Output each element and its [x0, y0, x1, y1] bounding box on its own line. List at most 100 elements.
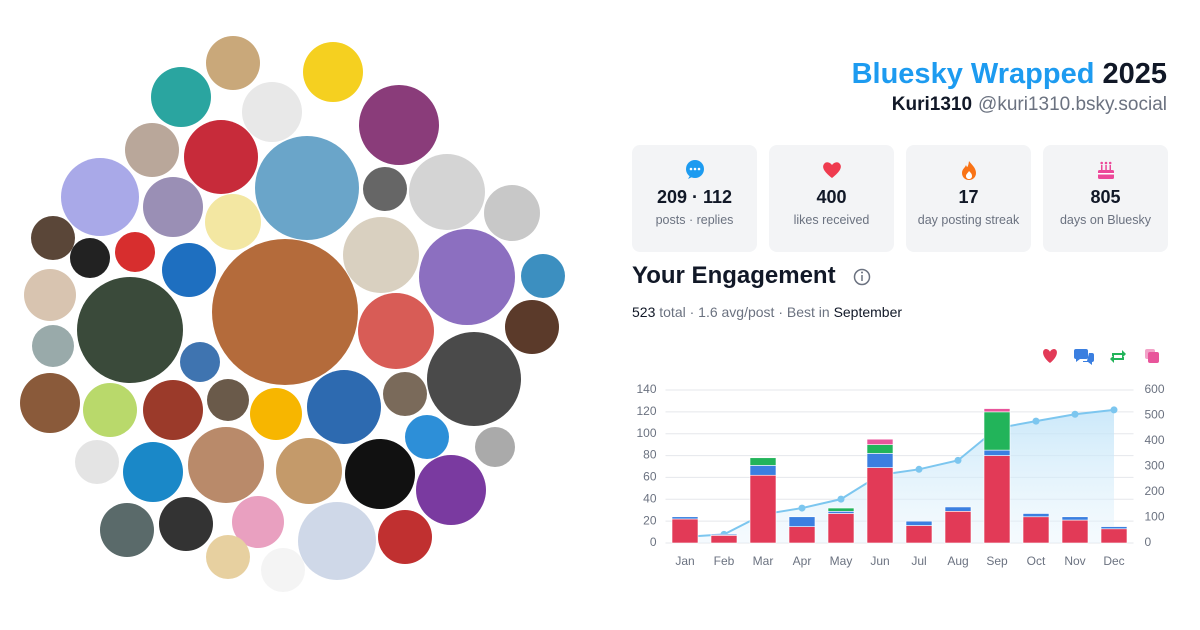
- y2-tick-label: 500: [1145, 408, 1165, 422]
- best-month: September: [833, 304, 903, 320]
- stat-card: 400 likes received: [769, 145, 894, 252]
- stat-label: days on Bluesky: [1059, 213, 1152, 227]
- avatar[interactable]: [255, 136, 359, 240]
- avatar[interactable]: [343, 217, 419, 293]
- avatar[interactable]: [419, 229, 515, 325]
- bar-segment: [827, 513, 855, 544]
- avatar[interactable]: [521, 254, 565, 298]
- avatar[interactable]: [184, 120, 258, 194]
- y-tick-label: 140: [636, 382, 656, 396]
- stat-label: day posting streak: [917, 213, 1020, 227]
- y-tick-label: 80: [643, 448, 657, 462]
- stat-cards: 209 · 112 posts · replies 400 likes rece…: [632, 145, 1168, 252]
- avatar[interactable]: [143, 177, 203, 237]
- stat-value: 805: [1090, 187, 1121, 207]
- avatar[interactable]: [303, 42, 363, 102]
- avatar[interactable]: [363, 167, 407, 211]
- stat-card: 17 day posting streak: [906, 145, 1031, 252]
- legend-icon[interactable]: [1074, 349, 1094, 365]
- bar-segment: [866, 444, 894, 454]
- avatar[interactable]: [276, 438, 342, 504]
- x-tick-label: Oct: [1027, 554, 1046, 568]
- bar-segment: [788, 516, 816, 527]
- avatar[interactable]: [358, 293, 434, 369]
- y2-tick-label: 600: [1145, 382, 1165, 396]
- y-tick-label: 40: [643, 491, 657, 505]
- engagement-summary: 523 total · 1.6 avg/post · Best in Septe…: [632, 304, 902, 320]
- avatar[interactable]: [298, 502, 376, 580]
- bar-segment: [866, 453, 894, 468]
- avatar[interactable]: [70, 238, 110, 278]
- handle: @kuri1310.bsky.social: [978, 94, 1167, 115]
- x-tick-label: Sep: [986, 554, 1008, 568]
- avatar[interactable]: [20, 373, 80, 433]
- avatar-cloud: [20, 36, 565, 592]
- line-point: [837, 495, 845, 503]
- legend-icon[interactable]: [1110, 350, 1126, 363]
- line-area: [685, 409, 1114, 543]
- avatar[interactable]: [206, 535, 250, 579]
- info-icon-dot: [861, 271, 863, 274]
- y2-tick-label: 0: [1145, 535, 1152, 549]
- avatar[interactable]: [242, 82, 302, 142]
- line-point: [954, 456, 962, 464]
- avatar[interactable]: [180, 342, 220, 382]
- avatar[interactable]: [205, 194, 261, 250]
- legend-icon[interactable]: [1043, 349, 1057, 363]
- bar-segment: [944, 511, 972, 544]
- avatar[interactable]: [232, 496, 284, 548]
- avatar[interactable]: [24, 269, 76, 321]
- line-point: [1032, 417, 1040, 425]
- avatar[interactable]: [32, 325, 74, 367]
- x-tick-label: Aug: [947, 554, 968, 568]
- y-tick-label: 100: [636, 426, 656, 440]
- avatar[interactable]: [31, 216, 75, 260]
- avatar[interactable]: [409, 154, 485, 230]
- x-tick-label: Jun: [870, 554, 889, 568]
- bar-segment: [749, 465, 777, 476]
- avatar[interactable]: [77, 277, 183, 383]
- avatar[interactable]: [250, 388, 302, 440]
- avatar[interactable]: [484, 185, 540, 241]
- bar-segment: [983, 408, 1011, 413]
- avatar[interactable]: [206, 36, 260, 90]
- avatar[interactable]: [307, 370, 381, 444]
- avatar[interactable]: [383, 372, 427, 416]
- brand: Bluesky Wrapped: [851, 58, 1095, 90]
- avatar[interactable]: [75, 440, 119, 484]
- avatar[interactable]: [159, 497, 213, 551]
- avatar[interactable]: [427, 332, 521, 426]
- avatar[interactable]: [188, 427, 264, 503]
- bar-segment: [788, 526, 816, 544]
- icon-chat: [685, 160, 704, 179]
- avatar[interactable]: [83, 383, 137, 437]
- avatar[interactable]: [405, 415, 449, 459]
- bar-segment: [749, 457, 777, 466]
- user: Kuri1310 @kuri1310.bsky.social: [852, 94, 1167, 116]
- avatar[interactable]: [345, 439, 415, 509]
- avatar[interactable]: [123, 442, 183, 502]
- avatar[interactable]: [359, 85, 439, 165]
- avatar[interactable]: [115, 232, 155, 272]
- avatar[interactable]: [207, 379, 249, 421]
- avatar[interactable]: [125, 123, 179, 177]
- engagement: Your Engagement 523 total · 1.6 avg/post…: [632, 262, 902, 320]
- avatar[interactable]: [475, 427, 515, 467]
- x-tick-label: Feb: [714, 554, 735, 568]
- avatar[interactable]: [261, 548, 305, 592]
- avatar[interactable]: [505, 300, 559, 354]
- y-tick-label: 120: [636, 404, 656, 418]
- avatar[interactable]: [162, 243, 216, 297]
- avatar[interactable]: [212, 239, 358, 385]
- avatar[interactable]: [416, 455, 486, 525]
- avatar[interactable]: [143, 380, 203, 440]
- display-name: Kuri1310: [891, 94, 973, 115]
- stat-value: 209 · 112: [656, 187, 733, 207]
- legend-icon[interactable]: [1148, 352, 1159, 363]
- line-point: [915, 465, 923, 473]
- avatar[interactable]: [378, 510, 432, 564]
- avatar[interactable]: [100, 503, 154, 557]
- info-icon[interactable]: [853, 268, 871, 286]
- avatar[interactable]: [61, 158, 139, 236]
- avatar[interactable]: [151, 67, 211, 127]
